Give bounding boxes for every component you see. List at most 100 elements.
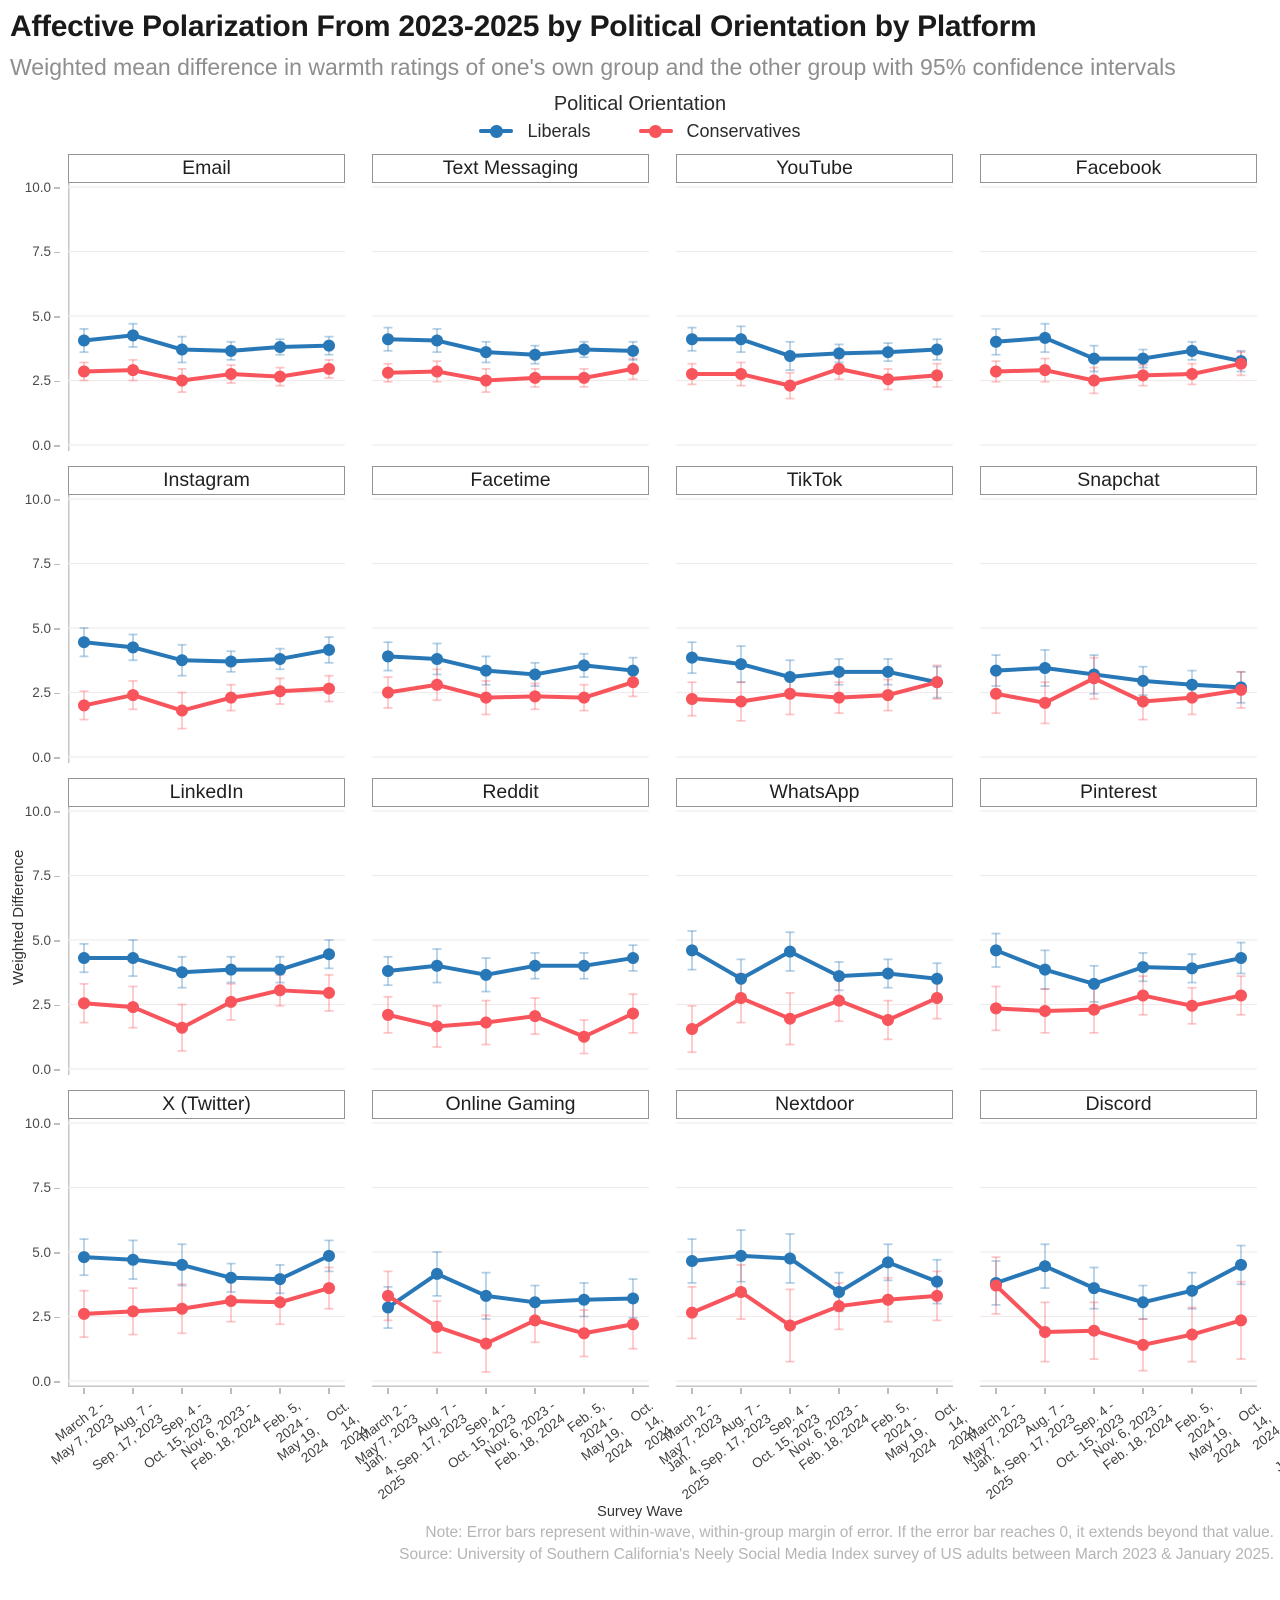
- liberals-point: [480, 664, 492, 677]
- liberals-line: [994, 665, 1243, 689]
- liberals-point: [225, 963, 237, 976]
- liberals-line: [82, 639, 331, 664]
- liberals-point: [784, 670, 796, 683]
- x-tick-label: Feb. 5, 2024 - May 19, 2024: [564, 1397, 636, 1465]
- liberals-point: [431, 1267, 443, 1280]
- panel-chart: [676, 497, 953, 758]
- conservatives-point: [1088, 1003, 1100, 1016]
- panel-plot-area: [676, 806, 953, 1075]
- panel-facetime: Facetime: [372, 465, 649, 763]
- panel-plot-area: [676, 1118, 953, 1387]
- liberals-point: [1186, 1284, 1198, 1297]
- liberals-point: [1137, 1295, 1149, 1308]
- x-tick-mark: [534, 1387, 536, 1394]
- panel-nextdoor: Nextdoor March 2 - May 7, 2023 Aug. 7 - Se…: [656, 1089, 1016, 1502]
- facet-grid: 10.0 7.5 5.0 2.5 0.0 Email Text Messaging YouTu…: [0, 153, 1280, 1502]
- panel-title: YouTube: [676, 153, 953, 183]
- liberals-point: [78, 1250, 90, 1263]
- liberals-point: [833, 1285, 845, 1298]
- panel-plot-area: [676, 494, 953, 763]
- y-tick-mark: [54, 316, 60, 318]
- x-axis-labels: March 2 - May 7, 2023 Aug. 7 - Sep. 17, 2…: [48, 1387, 408, 1502]
- liberals-point: [1039, 1259, 1051, 1272]
- liberals-point: [382, 1300, 394, 1313]
- conservatives-line: [82, 686, 331, 713]
- liberals-point: [990, 664, 1002, 677]
- conservatives-point: [1137, 368, 1149, 381]
- conservatives-point: [382, 1289, 394, 1302]
- panel-chart: [68, 185, 345, 446]
- conservatives-point: [686, 367, 698, 380]
- conservatives-point: [833, 362, 845, 375]
- y-axis-labels: 10.0 7.5 5.0 2.5 0.0: [0, 492, 62, 765]
- y-tick-mark: [54, 563, 60, 565]
- conservatives-point: [627, 362, 639, 375]
- x-tick-mark: [1044, 1387, 1046, 1394]
- liberals-point: [627, 1291, 639, 1304]
- conservatives-point: [431, 1320, 443, 1333]
- liberals-line: [386, 336, 635, 357]
- panel-chart: [676, 809, 953, 1070]
- chart-title: Affective Polarization From 2023-2025 by…: [10, 10, 1037, 43]
- panel-title: Pinterest: [980, 777, 1257, 807]
- conservatives-point: [735, 991, 747, 1004]
- conservatives-point: [176, 704, 188, 717]
- y-tick-label: 10.0: [24, 1115, 51, 1131]
- x-axis-labels: March 2 - May 7, 2023 Aug. 7 - Sep. 17, 2…: [656, 1387, 1016, 1502]
- conservatives-point: [990, 687, 1002, 700]
- liberals-point: [627, 951, 639, 964]
- panel-title: Online Gaming: [372, 1089, 649, 1119]
- x-tick-label: Feb. 5, 2024 - May 19, 2024: [1172, 1397, 1244, 1465]
- panel-chart: [372, 1121, 649, 1382]
- y-tick-label: 10.0: [24, 491, 51, 507]
- conservatives-point: [78, 698, 90, 711]
- conservatives-point: [274, 983, 286, 996]
- conservatives-point: [833, 994, 845, 1007]
- panel-chart: [372, 809, 649, 1070]
- conservatives-point: [529, 371, 541, 384]
- y-tick-mark: [54, 445, 60, 447]
- liberals-point: [176, 1258, 188, 1271]
- liberals-point: [431, 334, 443, 347]
- conservatives-point: [225, 995, 237, 1008]
- conservatives-point: [382, 686, 394, 698]
- conservatives-line: [994, 361, 1243, 382]
- conservatives-point: [882, 1013, 894, 1026]
- x-tick-mark: [1240, 1387, 1242, 1394]
- y-tick-mark: [54, 940, 60, 942]
- conservatives-point: [784, 379, 796, 392]
- liberals-point: [176, 343, 188, 356]
- liberals-point: [686, 943, 698, 956]
- liberals-point: [225, 655, 237, 668]
- conservatives-point: [1186, 367, 1198, 380]
- y-tick-mark: [54, 1123, 60, 1125]
- liberals-line: [82, 1253, 331, 1281]
- liberals-point: [529, 1295, 541, 1308]
- liberals-point: [480, 1289, 492, 1302]
- conservatives-point: [382, 1008, 394, 1021]
- y-tick-mark: [54, 187, 60, 189]
- conservatives-point: [627, 1007, 639, 1020]
- x-axis-labels: March 2 - May 7, 2023 Aug. 7 - Sep. 17, 2…: [960, 1387, 1280, 1500]
- panel-title: Nextdoor: [676, 1089, 953, 1119]
- y-tick-label: 5.0: [32, 308, 51, 324]
- panel-plot-area: [980, 182, 1257, 451]
- panel-facebook: Facebook: [980, 153, 1257, 451]
- y-tick-label: 5.0: [32, 932, 51, 948]
- panel-plot-area: [980, 494, 1257, 763]
- conservatives-point: [127, 1304, 139, 1317]
- liberals-point: [735, 657, 747, 670]
- liberals-point: [578, 959, 590, 972]
- y-tick-mark: [54, 1069, 60, 1071]
- panel-reddit: Reddit: [372, 777, 649, 1075]
- conservatives-point: [176, 1021, 188, 1034]
- liberals-point: [529, 348, 541, 361]
- conservatives-point: [931, 1289, 943, 1302]
- panel-plot-area: [372, 806, 649, 1075]
- conservatives-point: [1235, 357, 1247, 370]
- liberals-point: [176, 965, 188, 978]
- liberals-point: [882, 1255, 894, 1268]
- conservatives-point: [931, 368, 943, 381]
- conservatives-line: [690, 1289, 939, 1328]
- y-tick-mark: [54, 499, 60, 501]
